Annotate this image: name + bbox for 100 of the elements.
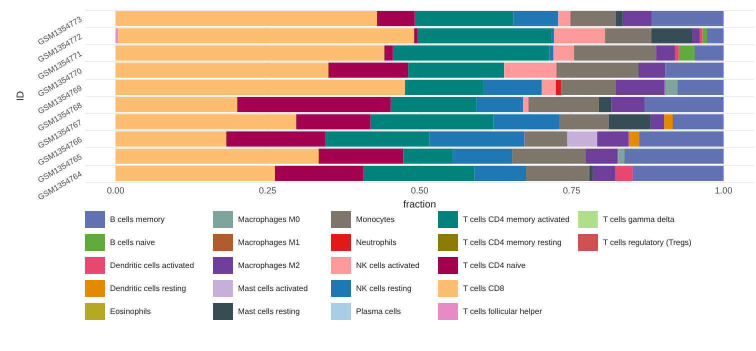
legend-label: T cells gamma delta — [603, 215, 675, 224]
legend-label: T cells CD8 — [463, 284, 505, 293]
bar — [429, 131, 524, 147]
bar — [116, 11, 378, 26]
bar — [672, 114, 724, 130]
bar — [504, 62, 556, 78]
bar — [325, 131, 430, 147]
legend-label: B cells memory — [110, 215, 165, 224]
legend-label: Dendritic cells resting — [110, 284, 186, 293]
bar — [513, 11, 558, 26]
bar — [702, 28, 707, 44]
bar — [318, 148, 404, 164]
bar — [694, 45, 724, 61]
bar — [274, 166, 364, 181]
legend-label: T cells CD4 memory activated — [463, 215, 570, 224]
bar — [384, 45, 393, 61]
bar — [605, 28, 652, 44]
legend-label: B cells naive — [110, 238, 156, 247]
bar — [364, 166, 474, 181]
bar — [296, 114, 370, 130]
legend-label: Macrophages M0 — [238, 215, 300, 224]
bar — [116, 166, 275, 181]
bar — [656, 45, 675, 61]
bar — [677, 80, 724, 95]
bar — [561, 80, 616, 95]
bar — [116, 148, 319, 164]
bar — [616, 80, 665, 95]
x-tick-label: 0.00 — [106, 186, 124, 196]
bar — [664, 114, 673, 130]
bar — [328, 62, 408, 78]
legend-label: Monocytes — [356, 215, 395, 224]
bar — [618, 148, 625, 164]
bar — [392, 45, 550, 61]
bar — [116, 28, 118, 44]
bar — [403, 148, 452, 164]
bar — [639, 131, 724, 147]
bar — [414, 28, 418, 44]
bar — [118, 28, 414, 44]
bar — [116, 62, 328, 78]
legend-label: T cells regulatory (Tregs) — [603, 238, 692, 247]
bar — [665, 62, 724, 78]
bar — [524, 131, 568, 147]
bar — [706, 28, 724, 44]
legend-label: Neutrophils — [356, 238, 396, 247]
bar — [452, 148, 512, 164]
legend-label: Plasma cells — [356, 307, 401, 316]
bar — [611, 97, 645, 112]
bar — [567, 131, 598, 147]
bar — [116, 131, 226, 147]
bar — [556, 80, 562, 95]
bar — [589, 166, 593, 181]
bar — [570, 11, 616, 26]
bar — [554, 28, 606, 44]
bar — [574, 45, 656, 61]
bar — [494, 114, 560, 130]
legend-label: Macrophages M2 — [238, 261, 300, 270]
bar — [226, 131, 326, 147]
bar — [237, 97, 390, 112]
bar — [632, 166, 724, 181]
x-tick-label: 1.00 — [714, 186, 732, 196]
legend-label: Mast cells resting — [238, 307, 300, 316]
bar — [638, 62, 666, 78]
bar — [622, 11, 652, 26]
legend-label: Eosinophils — [110, 307, 151, 316]
x-axis-title: fraction — [403, 199, 436, 210]
bar — [408, 62, 504, 78]
bar — [597, 131, 629, 147]
legend-label: T cells CD4 naive — [463, 261, 526, 270]
bar — [116, 45, 384, 61]
x-tick-label: 0.50 — [410, 186, 428, 196]
legend-label: Dendritic cells activated — [110, 261, 194, 270]
legend-label: NK cells resting — [356, 284, 412, 293]
bar — [616, 11, 623, 26]
bar — [377, 11, 415, 26]
bar — [615, 166, 632, 181]
bar — [553, 45, 574, 61]
bar — [528, 97, 599, 112]
bar — [644, 97, 724, 112]
x-tick-label: 0.75 — [562, 186, 580, 196]
bar — [692, 28, 700, 44]
bar — [542, 80, 556, 95]
bar — [474, 166, 526, 181]
bar — [651, 28, 692, 44]
bar — [652, 11, 724, 26]
bar — [116, 80, 406, 95]
bar — [526, 166, 590, 181]
bar — [405, 80, 484, 95]
bar — [116, 114, 296, 130]
bar — [483, 80, 542, 95]
bar — [522, 97, 528, 112]
bar — [628, 131, 640, 147]
bar — [678, 45, 694, 61]
y-axis-title: ID — [16, 91, 26, 101]
bar — [674, 45, 679, 61]
legend-label: NK cells activated — [356, 261, 420, 270]
bar — [556, 62, 638, 78]
bar — [116, 97, 238, 112]
bar — [370, 114, 494, 130]
legend-label: Mast cells activated — [238, 284, 308, 293]
bar — [418, 28, 552, 44]
